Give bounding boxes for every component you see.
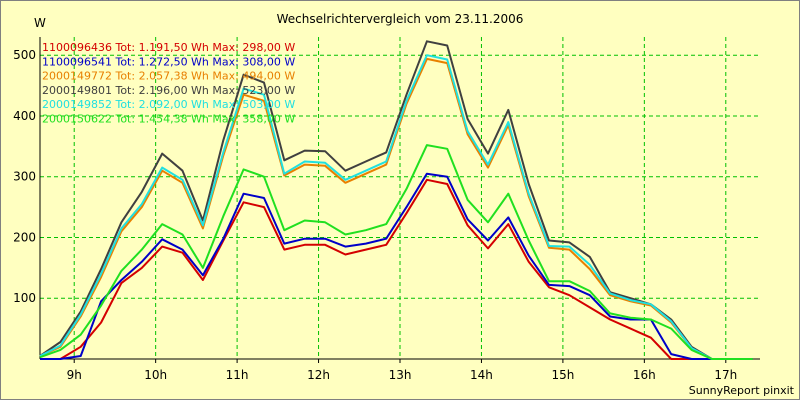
x-tick-label: 10h	[144, 368, 167, 382]
chart-title: Wechselrichtervergleich vom 23.11.2006	[276, 12, 524, 26]
y-tick-label: 100	[13, 291, 36, 305]
y-tick-label: 400	[13, 109, 36, 123]
legend-entry-1100096436: 1100096436 Tot: 1.191,50 Wh Max: 298,00 …	[42, 41, 295, 54]
legend-entry-2000149852: 2000149852 Tot: 2.092,00 Wh Max: 503,00 …	[42, 98, 295, 111]
legend-entry-2000149772: 2000149772 Tot: 2.057,38 Wh Max: 494,00 …	[42, 70, 295, 83]
x-tick-label: 15h	[551, 368, 574, 382]
legend-entry-2000149801: 2000149801 Tot: 2.196,00 Wh Max: 523,00 …	[42, 84, 295, 97]
x-tick-label: 13h	[389, 368, 412, 382]
footer-credit: SunnyReport pinxit	[688, 384, 794, 397]
x-tick-label: 9h	[67, 368, 82, 382]
series-line-1100096541	[40, 172, 753, 360]
series-line-1100096436	[40, 178, 753, 360]
y-tick-label: 200	[13, 230, 36, 244]
series-line-2000150622	[39, 144, 753, 360]
legend-entry-1100096541: 1100096541 Tot: 1.272,50 Wh Max: 308,00 …	[42, 55, 295, 68]
x-tick-label: 17h	[714, 368, 737, 382]
x-tick-label: 14h	[470, 368, 493, 382]
y-tick-label: 500	[13, 48, 36, 62]
series-line-2000149801	[39, 40, 753, 360]
x-tick-label: 16h	[633, 368, 656, 382]
x-tick-label: 12h	[307, 368, 330, 382]
legend-entry-2000150622: 2000150622 Tot: 1.454,38 Wh Max: 358,00 …	[42, 113, 295, 126]
x-tick-label: 11h	[226, 368, 249, 382]
y-axis-unit-label: W	[34, 16, 46, 30]
series-line-2000149852	[39, 54, 753, 360]
y-tick-label: 300	[13, 170, 36, 184]
